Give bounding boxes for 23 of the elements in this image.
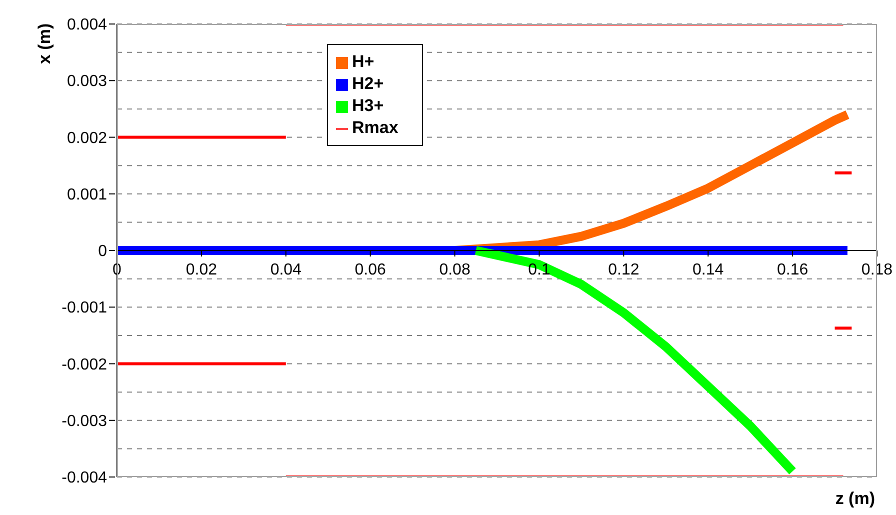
legend-label: H+ xyxy=(352,52,374,71)
legend-label: H2+ xyxy=(352,74,384,93)
x-tick-label: 0.16 xyxy=(776,262,808,278)
x-tick-label: 0.18 xyxy=(861,262,893,278)
y-axis-title: x (m) xyxy=(35,23,54,64)
y-tick-label: -0.002 xyxy=(62,356,108,374)
x-tick-label: 0.14 xyxy=(692,262,724,278)
legend-label: Rmax xyxy=(352,118,398,137)
x-tick-label: 0.12 xyxy=(608,262,640,278)
y-tick-label: -0.004 xyxy=(62,470,108,487)
y-tick-label: -0.003 xyxy=(62,412,108,430)
x-tick-label: 0.08 xyxy=(439,262,470,278)
y-tick-label: 0 xyxy=(98,243,108,260)
y-tick-label: 0.002 xyxy=(66,130,108,147)
legend-label: H3+ xyxy=(352,96,384,115)
y-tick-label: -0.001 xyxy=(62,300,108,317)
x-tick-label: 0.06 xyxy=(354,262,386,278)
y-tick-label: 0.003 xyxy=(66,73,108,90)
x-axis-title: z (m) xyxy=(835,489,875,508)
y-tick-label: 0.004 xyxy=(66,16,108,34)
y-tick-label: 0.001 xyxy=(66,186,108,204)
x-tick-label: 0.02 xyxy=(186,262,218,278)
x-tick-label: 0.04 xyxy=(270,262,302,278)
